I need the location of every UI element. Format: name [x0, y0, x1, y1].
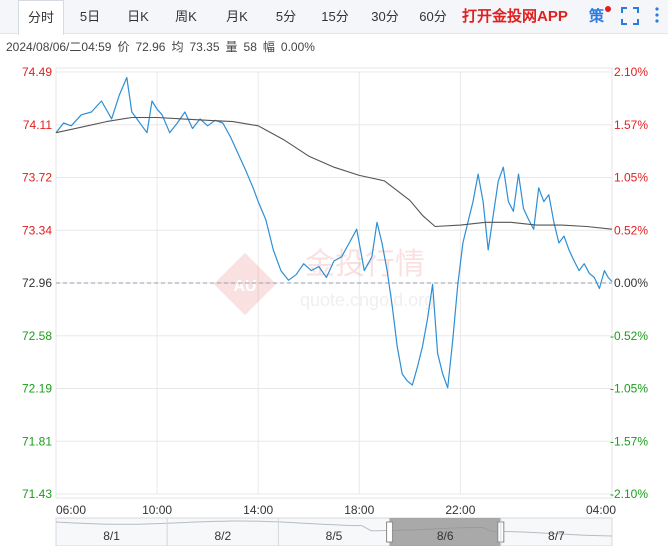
y-tick-label-price: 74.49	[22, 65, 52, 79]
tab-timeshare[interactable]: 分时	[18, 0, 64, 35]
change-label: 幅	[262, 40, 275, 54]
y-tick-label-price: 73.72	[22, 171, 52, 185]
change-value: 0.00%	[280, 40, 315, 54]
navigator-selection[interactable]	[389, 518, 501, 546]
y-tick-label-percent: 1.05%	[614, 171, 648, 185]
tab-60min[interactable]: 60分	[419, 9, 447, 24]
fullscreen-icon[interactable]	[621, 7, 639, 25]
y-tick-label-percent: -1.57%	[610, 434, 648, 448]
volume-value: 58	[243, 40, 257, 54]
watermark-brand: 金投行情	[305, 247, 425, 282]
navigator-handle-left[interactable]	[386, 521, 394, 543]
y-tick-label-percent: 0.00%	[614, 276, 648, 290]
y-tick-label-price: 72.96	[22, 276, 52, 290]
volume-label: 量	[225, 40, 238, 54]
watermark: AU 金投行情 quote.cngold.org	[213, 247, 434, 316]
strategy-button[interactable]: 策	[589, 8, 605, 25]
right-axis-labels: 2.10% 1.57% 1.05% 0.52% 0.00% -0.52% -1.05% -1.…	[610, 65, 648, 501]
average-price-line	[55, 116, 613, 230]
navigator-date-label[interactable]: 8/5	[326, 529, 343, 543]
y-tick-label-percent: 0.52%	[614, 223, 648, 237]
y-tick-label-price: 71.81	[22, 434, 52, 448]
tab-weekly-k[interactable]: 周K	[175, 9, 197, 24]
watermark-logo: AU	[213, 252, 277, 316]
time-axis: 06:00 10:00 14:00 18:00 22:00 04:00	[56, 503, 616, 517]
navigator-sparkline	[55, 520, 613, 537]
navigator-date-label[interactable]: 8/7	[548, 529, 565, 543]
avg-value: 73.35	[189, 40, 220, 54]
svg-text:AU: AU	[233, 278, 256, 295]
x-tick-label: 06:00	[56, 503, 86, 517]
tab-monthly-k[interactable]: 月K	[226, 9, 248, 24]
open-app-link[interactable]: 打开金投网APP	[462, 8, 568, 25]
left-axis-labels: 74.49 74.11 73.72 73.34 72.96 72.58 72.19 71.81…	[22, 65, 52, 501]
y-tick-label-price: 71.43	[22, 487, 52, 501]
navigator-date-label[interactable]: 8/2	[214, 529, 231, 543]
notification-dot	[605, 6, 611, 12]
tab-daily-k[interactable]: 日K	[127, 9, 149, 24]
price-value: 72.96	[135, 40, 166, 54]
x-tick-label: 14:00	[243, 503, 273, 517]
x-tick-label: 18:00	[344, 503, 374, 517]
tab-15min[interactable]: 15分	[321, 9, 349, 24]
quote-datetime: 2024/08/06/二04:59	[6, 40, 112, 54]
more-menu-icon[interactable]	[650, 5, 664, 25]
x-tick-label: 10:00	[142, 503, 172, 517]
y-tick-label-percent: 1.57%	[614, 118, 648, 132]
tab-30min[interactable]: 30分	[371, 9, 399, 24]
period-tab-bar: 分时 5日 日K 周K 月K 5分 15分 30分 60分 打开金投网APP 策	[0, 0, 668, 35]
price-label: 价	[117, 40, 130, 54]
navigator-date-label[interactable]: 8/1	[103, 529, 120, 543]
date-navigator: 8/1 8/2 8/5 8/6 8/7	[55, 517, 613, 546]
y-tick-label-price: 73.34	[22, 223, 52, 237]
navigator-date-label[interactable]: 8/6	[437, 529, 454, 543]
tab-5min[interactable]: 5分	[275, 9, 297, 24]
watermark-url: quote.cngold.org	[300, 290, 434, 310]
y-tick-label-percent: -2.10%	[610, 487, 648, 501]
x-tick-label: 22:00	[445, 503, 475, 517]
tab-5day[interactable]: 5日	[79, 9, 101, 24]
y-tick-label-price: 72.19	[22, 382, 52, 396]
price-line	[55, 76, 613, 389]
y-tick-label-percent: -1.05%	[610, 382, 648, 396]
quote-info-bar: 2024/08/06/二04:59 价 72.96 均 73.35 量 58 幅 0.00%	[6, 38, 321, 54]
chart-lines	[55, 76, 613, 389]
y-tick-label-price: 72.58	[22, 329, 52, 343]
y-tick-label-price: 74.11	[23, 118, 52, 132]
x-tick-label: 04:00	[586, 503, 616, 517]
y-tick-label-percent: 2.10%	[614, 65, 648, 79]
avg-label: 均	[171, 40, 184, 54]
y-tick-label-percent: -0.52%	[610, 329, 648, 343]
